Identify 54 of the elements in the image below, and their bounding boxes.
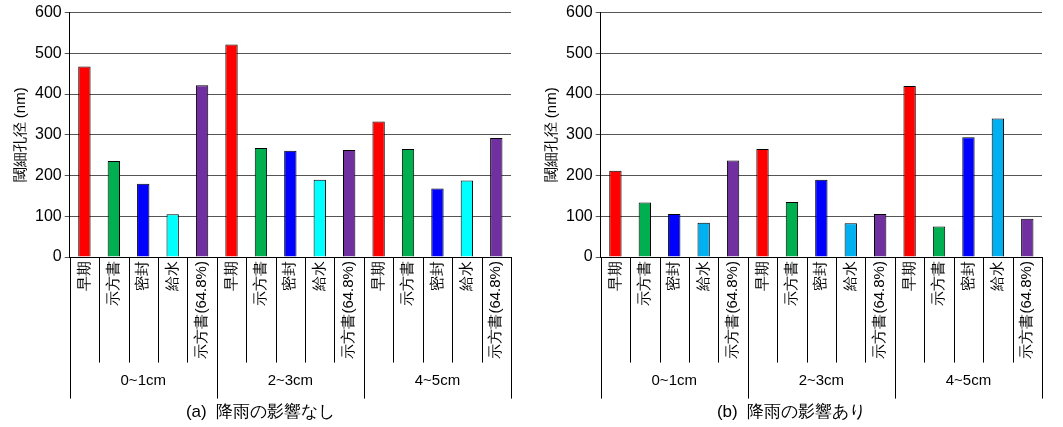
y-tick-label: 100 — [34, 206, 62, 224]
y-tick-label: 500 — [34, 43, 62, 61]
x-tick-label: 示方書(64.8%) — [1017, 261, 1035, 359]
x-tick-label: 給水 — [840, 261, 858, 293]
y-tick-label: 0 — [583, 247, 593, 265]
x-tick-label: 示方書(64.8%) — [723, 261, 741, 359]
y-tick-label: 200 — [565, 165, 593, 183]
x-tick-label: 示方書(64.8%) — [870, 261, 888, 359]
x-tick-label: 給水 — [988, 261, 1006, 293]
y-tick-label: 300 — [34, 125, 62, 143]
x-tick-label: 給水 — [309, 261, 327, 293]
x-tick-label: 示方書 — [251, 261, 269, 307]
x-tick-label: 示方書 — [929, 261, 947, 307]
text: 0~1cm — [120, 370, 166, 388]
y-tick-label: 100 — [565, 206, 593, 224]
x-tick-label: 早期 — [899, 261, 917, 292]
text: 4~5cm — [945, 370, 992, 388]
x-tick-label: 密封 — [958, 261, 976, 292]
x-tick-label: 示方書 — [634, 261, 652, 307]
y-tick-label: 600 — [34, 3, 62, 21]
x-tick-label: 早期 — [752, 261, 770, 292]
x-tick-label: 密封 — [664, 261, 682, 292]
x-tick-label: 示方書 — [782, 261, 800, 307]
x-tick-label: 早期 — [221, 261, 239, 292]
x-tick-label: 早期 — [368, 261, 386, 292]
y-tick-label: 400 — [565, 84, 593, 102]
y-tick-label: 0 — [52, 247, 62, 265]
x-tick-label: 給水 — [457, 261, 475, 293]
y-tick-label: 400 — [34, 84, 62, 102]
y-tick-label: 200 — [34, 165, 62, 183]
x-tick-label: 示方書 — [398, 261, 416, 307]
y-axis-title: 閾細孔径 (nm) — [542, 87, 560, 183]
text: 0~1cm — [651, 370, 697, 388]
x-tick-label: 早期 — [605, 261, 623, 292]
text: 4~5cm — [414, 370, 461, 388]
x-tick-label: 密封 — [427, 261, 445, 292]
x-tick-label: 示方書(64.8%) — [339, 261, 357, 359]
y-axis-title: 閾細孔径 (nm) — [11, 87, 29, 183]
y-tick-label: 300 — [565, 125, 593, 143]
y-tick-label: 600 — [565, 3, 593, 21]
x-tick-label: 給水 — [162, 261, 180, 293]
text: 2~3cm — [798, 370, 845, 388]
y-tick-label: 500 — [565, 43, 593, 61]
text: 2~3cm — [267, 370, 314, 388]
x-tick-label: 密封 — [280, 261, 298, 292]
x-tick-label: 示方書 — [103, 261, 121, 307]
x-tick-label: 示方書(64.8%) — [192, 261, 210, 359]
x-tick-label: 密封 — [811, 261, 829, 292]
x-tick-label: 早期 — [74, 261, 92, 292]
x-tick-label: 示方書(64.8%) — [486, 261, 504, 359]
x-tick-label: 給水 — [693, 261, 711, 293]
text: (b) 降雨の影響あり — [716, 402, 867, 422]
x-tick-label: 密封 — [133, 261, 151, 292]
text: (a) 降雨の影響なし — [185, 402, 336, 422]
